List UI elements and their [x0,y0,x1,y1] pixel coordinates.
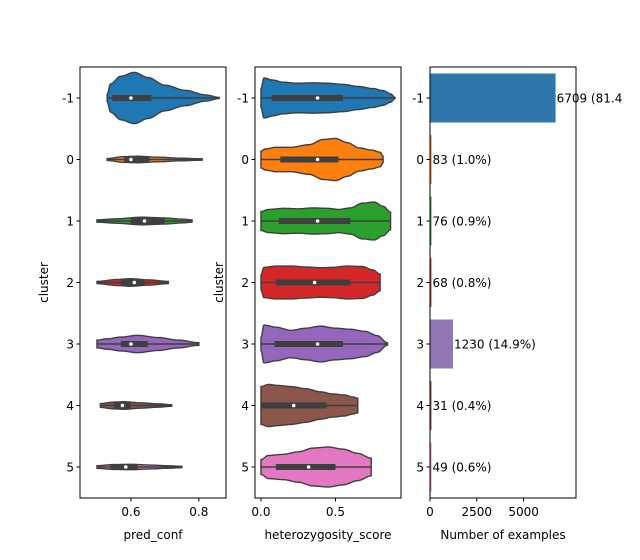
y-tick-label: 2 [241,276,249,290]
median-dot-4 [291,403,296,408]
y-tick-label: -1 [237,92,249,106]
bar-label-3: 1230 (14.9%) [454,338,536,352]
y-tick-label: 2 [416,276,424,290]
iqr-box-0 [280,156,339,163]
plot-area [260,77,396,488]
plot-area [96,71,220,471]
median-dot-2 [312,280,317,285]
x-tick-label: 0.0 [251,505,270,519]
y-tick-label: 1 [416,215,424,229]
bar-label-1: 76 (0.9%) [433,215,492,229]
iqr-box-1 [278,218,351,224]
y-tick-label: 1 [241,215,249,229]
median-dot--1 [315,96,320,100]
x-tick-label: 0 [426,505,434,519]
bar-1 [430,196,432,246]
iqr-box-3 [120,341,148,347]
bar--1 [430,73,556,123]
bar-label-0: 83 (1.0%) [433,153,492,167]
plot-area [430,73,556,492]
bar-3 [430,319,454,369]
iqr-box-3 [274,341,343,347]
median-dot-1 [315,219,320,223]
bar-4 [430,381,432,430]
bar-5 [430,442,432,492]
y-tick-label: 3 [66,338,74,352]
x-axis-label: heterozygosity_score [264,528,391,542]
bar-label--1: 6709 (81.4 [557,92,623,106]
x-tick-label: 0.6 [121,505,140,519]
median-dot-4 [120,403,125,408]
y-tick-label: 0 [416,153,424,167]
y-axis-label: cluster [212,262,226,303]
bar-0 [430,135,432,184]
x-tick-label: 2500 [462,505,493,519]
y-tick-label: 3 [416,338,424,352]
median-dot-0 [315,157,320,162]
iqr-box-1 [130,218,165,224]
y-tick-label: 5 [416,461,424,475]
panel-3: 6709 (81.483 (1.0%)76 (0.9%)68 (0.8%)123… [412,66,623,542]
x-tick-label: 0.8 [189,505,208,519]
median-dot-5 [306,465,311,469]
y-tick-label: 2 [66,276,74,290]
median-dot-2 [132,280,137,285]
iqr-box-0 [124,156,150,163]
panel-2: -1 0 1 2 3 4 5 0.0 0.5 heterozygosity_score cluste… [212,66,402,542]
y-tick-label: -1 [412,92,424,106]
iqr-box-5 [275,464,336,470]
bar-2 [430,258,432,307]
panel-1: -1 0 1 2 3 4 5 0.6 0.8 pred_conf cluster [37,66,227,542]
x-axis-label: pred_conf [123,528,183,542]
y-tick-label: 4 [241,399,249,413]
y-axis-label: cluster [37,262,51,303]
iqr-box--1 [271,95,343,101]
median-dot-0 [129,157,133,162]
y-tick-label: 4 [66,399,74,413]
median-dot-5 [124,465,128,469]
median-dot--1 [129,96,133,100]
x-tick-label: 5000 [508,505,539,519]
median-dot-3 [315,342,320,346]
y-tick-label: 5 [241,461,249,475]
y-tick-label: 1 [66,215,74,229]
y-tick-label: 3 [241,338,249,352]
y-tick-label: -1 [62,92,74,106]
bar-label-5: 49 (0.6%) [433,461,492,475]
median-dot-3 [129,342,133,346]
y-tick-label: 4 [416,399,424,413]
x-axis-label: Number of examples [440,528,565,542]
x-tick-label: 0.5 [326,505,345,519]
y-tick-label: 0 [66,153,74,167]
y-tick-label: 5 [66,461,74,475]
median-dot-1 [142,219,147,223]
bar-label-2: 68 (0.8%) [433,276,492,290]
bar-label-4: 31 (0.4%) [433,399,492,413]
y-tick-label: 0 [241,153,249,167]
